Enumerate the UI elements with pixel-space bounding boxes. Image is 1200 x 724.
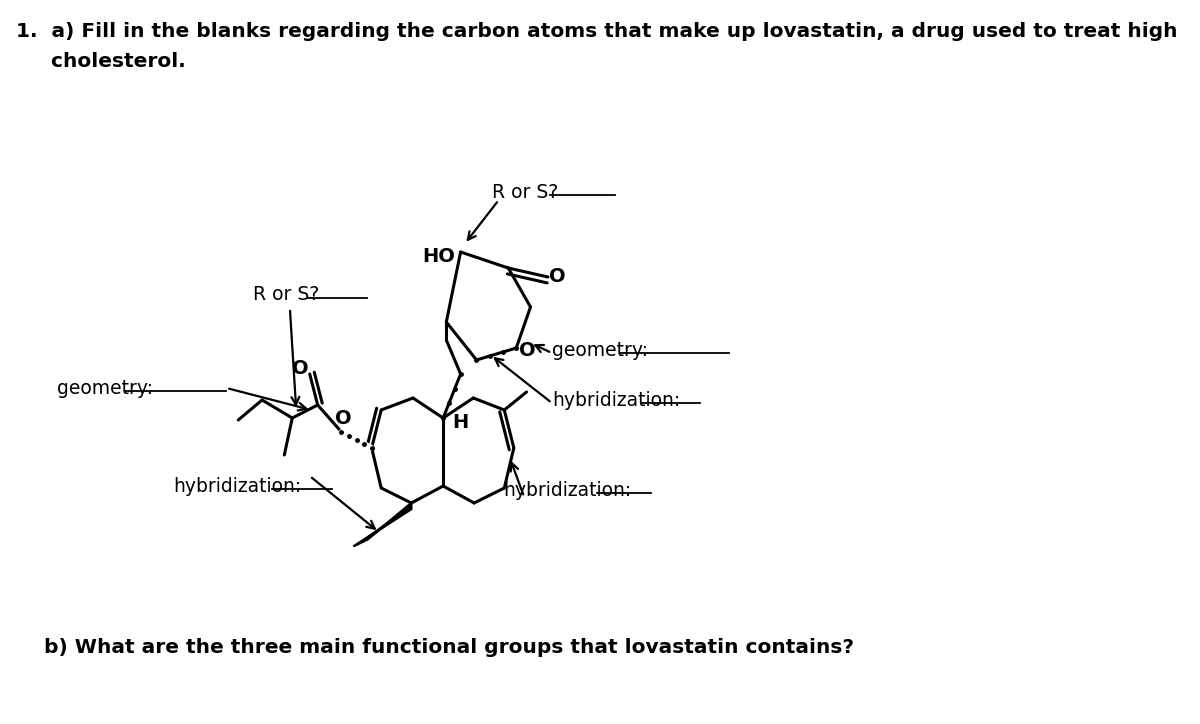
Text: hybridization:: hybridization: xyxy=(504,481,631,500)
Text: O: O xyxy=(292,360,308,379)
Text: geometry:: geometry: xyxy=(552,340,648,360)
Text: cholesterol.: cholesterol. xyxy=(16,52,186,71)
Text: H: H xyxy=(452,413,469,432)
Text: HO: HO xyxy=(422,246,455,266)
Text: hybridization:: hybridization: xyxy=(173,476,301,495)
Text: 1.  a) Fill in the blanks regarding the carbon atoms that make up lovastatin, a : 1. a) Fill in the blanks regarding the c… xyxy=(16,22,1177,41)
Text: R or S?: R or S? xyxy=(492,182,559,201)
Text: O: O xyxy=(520,340,535,360)
Text: geometry:: geometry: xyxy=(58,379,154,397)
Text: R or S?: R or S? xyxy=(252,285,319,305)
Text: O: O xyxy=(550,267,566,287)
Text: O: O xyxy=(335,408,352,427)
Text: b) What are the three main functional groups that lovastatin contains?: b) What are the three main functional gr… xyxy=(43,638,853,657)
Text: hybridization:: hybridization: xyxy=(552,390,680,410)
